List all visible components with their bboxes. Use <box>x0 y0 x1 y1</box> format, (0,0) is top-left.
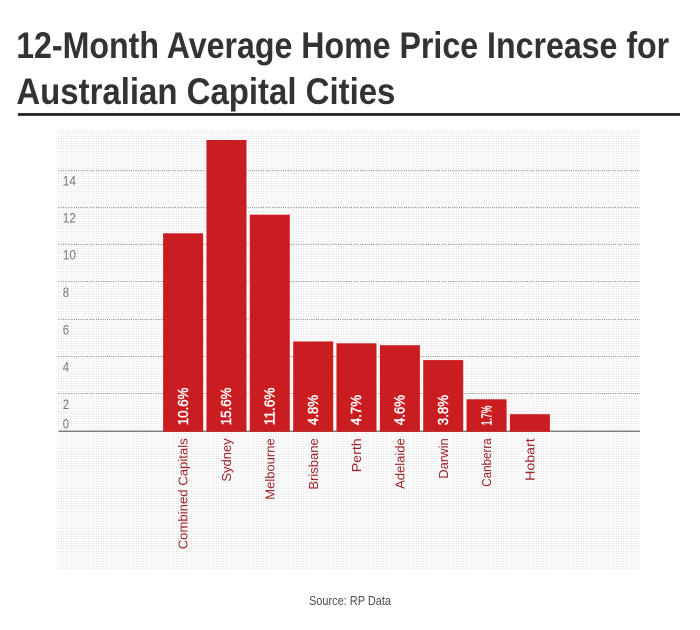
svg-text:11.6%: 11.6% <box>263 387 279 425</box>
svg-text:10: 10 <box>63 247 76 263</box>
svg-text:Darwin: Darwin <box>436 438 451 478</box>
svg-text:Sydney: Sydney <box>219 438 234 482</box>
svg-text:4.7%: 4.7% <box>349 395 365 425</box>
svg-text:12: 12 <box>63 209 76 225</box>
svg-text:Melbourne: Melbourne <box>262 438 277 499</box>
svg-text:12-Month Average Home Price In: 12-Month Average Home Price Increase for <box>16 24 669 66</box>
svg-text:3.8%: 3.8% <box>436 395 452 425</box>
svg-text:Source: RP Data: Source: RP Data <box>309 593 392 608</box>
svg-text:Perth: Perth <box>349 438 364 472</box>
svg-text:Brisbane: Brisbane <box>306 438 321 489</box>
svg-text:Adelaide: Adelaide <box>393 438 408 489</box>
svg-text:Canberra: Canberra <box>479 438 494 487</box>
svg-text:8: 8 <box>63 284 69 300</box>
svg-text:4: 4 <box>63 359 69 375</box>
svg-text:2: 2 <box>63 396 69 412</box>
svg-text:Hobart: Hobart <box>523 438 538 481</box>
svg-text:Australian Capital Cities: Australian Capital Cities <box>16 70 395 112</box>
svg-text:6: 6 <box>63 321 69 337</box>
svg-text:15.6%: 15.6% <box>219 387 235 425</box>
svg-text:10.6%: 10.6% <box>176 387 192 425</box>
svg-text:4.8%: 4.8% <box>306 395 322 425</box>
svg-text:1.7%: 1.7% <box>479 406 495 426</box>
svg-text:0: 0 <box>63 416 69 432</box>
svg-text:14: 14 <box>63 172 76 188</box>
svg-text:4.6%: 4.6% <box>393 395 409 425</box>
svg-text:Combined Capitals: Combined Capitals <box>176 438 191 549</box>
